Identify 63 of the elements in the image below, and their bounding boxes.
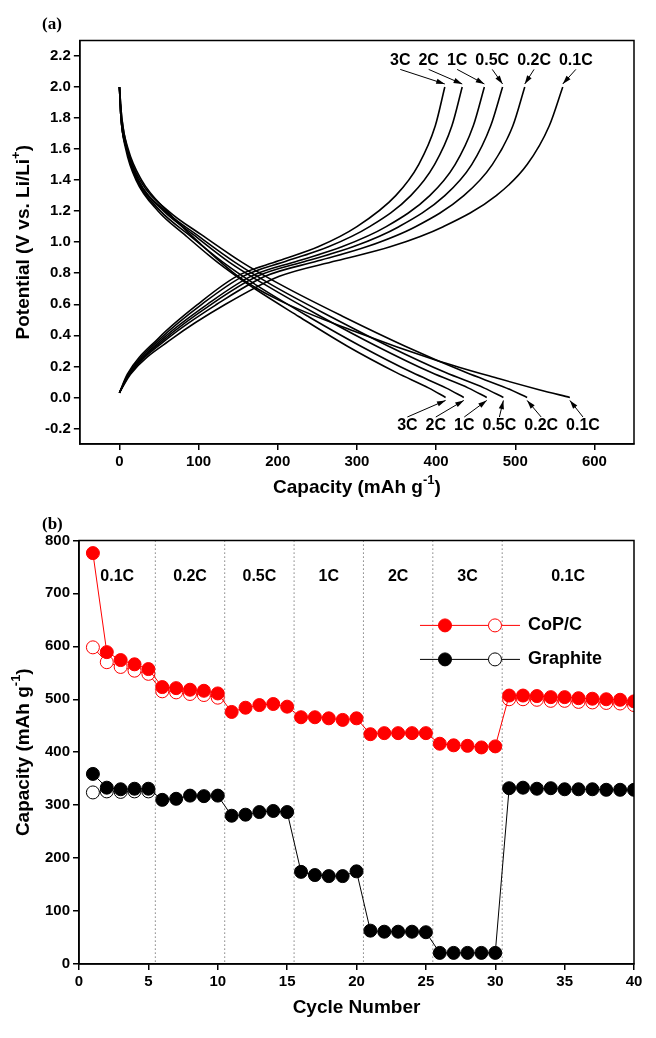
annotation: 0.2C (517, 50, 552, 68)
y-tick-label: 700 (45, 583, 71, 601)
y-tick-label: 0.8 (49, 263, 71, 281)
y-tick-label: 1.0 (49, 232, 71, 250)
y-tick-label: -0.2 (44, 418, 71, 436)
annotation: 2C (418, 50, 440, 68)
chart-title: (a) (42, 13, 62, 33)
x-tick-label: 40 (625, 972, 643, 990)
annotation: 2C (425, 416, 447, 434)
annotation: 0.1C (100, 566, 135, 584)
x-tick-label: 300 (344, 452, 370, 470)
y-tick-label: 100 (45, 901, 71, 919)
legend-label: CoP/C (527, 614, 582, 635)
y-tick-label: 600 (45, 636, 71, 654)
y-tick-label: 2.0 (49, 77, 71, 95)
x-tick-label: 600 (581, 452, 607, 470)
annotation: 3C (390, 50, 411, 68)
x-tick-label: 500 (502, 452, 528, 470)
annotation: 2C (387, 566, 409, 584)
x-tick-label: 15 (278, 972, 296, 990)
y-tick-label: 500 (45, 689, 71, 707)
annotation: 0.1C (551, 566, 586, 584)
x-tick-label: 400 (423, 452, 449, 470)
y-tick-label: 1.4 (49, 170, 72, 188)
x-axis-title: Cycle Number (292, 996, 421, 1018)
annotation: 0.5C (475, 50, 510, 68)
y-tick-label: 300 (45, 795, 71, 813)
y-tick-label: 1.2 (49, 201, 71, 219)
x-tick-label: 30 (486, 972, 504, 990)
y-tick-label: 1.8 (49, 108, 71, 126)
x-tick-label: 25 (417, 972, 435, 990)
y-tick-label: 0.0 (49, 387, 71, 405)
y-tick-label: 1.6 (49, 139, 71, 157)
x-tick-label: 35 (556, 972, 573, 990)
x-tick-label: 5 (144, 972, 153, 990)
y-tick-label: 0.2 (49, 356, 71, 374)
annotation: 1C (454, 416, 475, 434)
annotation: 0.2C (173, 566, 208, 584)
annotation: 3C (397, 416, 419, 434)
y-axis-title: Potential (V vs. Li/Li+) (8, 144, 34, 340)
x-tick-label: 0 (74, 972, 84, 990)
annotation: 0.5C (242, 566, 277, 584)
y-tick-label: 0.4 (49, 325, 72, 343)
x-tick-label: 20 (348, 972, 365, 990)
y-tick-label: 400 (45, 742, 71, 760)
annotation: 0.1C (566, 416, 601, 434)
x-tick-label: 200 (265, 452, 291, 470)
annotation: 0.2C (524, 416, 559, 434)
annotation: 3C (457, 566, 479, 584)
x-tick-label: 10 (209, 972, 227, 990)
y-tick-label: 0 (61, 954, 71, 972)
x-tick-label: 100 (186, 452, 212, 470)
annotation: 1C (318, 566, 340, 584)
y-tick-label: 200 (45, 848, 71, 866)
annotation: 1C (446, 50, 468, 68)
annotation: 0.5C (482, 416, 517, 434)
y-tick-label: 2.2 (49, 46, 71, 64)
annotation: 0.1C (558, 50, 594, 68)
x-tick-label: 0 (115, 452, 124, 470)
chart-title: (b) (42, 513, 63, 533)
legend-label: Graphite (527, 648, 602, 669)
y-tick-label: 0.6 (49, 294, 71, 312)
y-axis-title: Capacity (mAh g-1) (8, 668, 34, 837)
